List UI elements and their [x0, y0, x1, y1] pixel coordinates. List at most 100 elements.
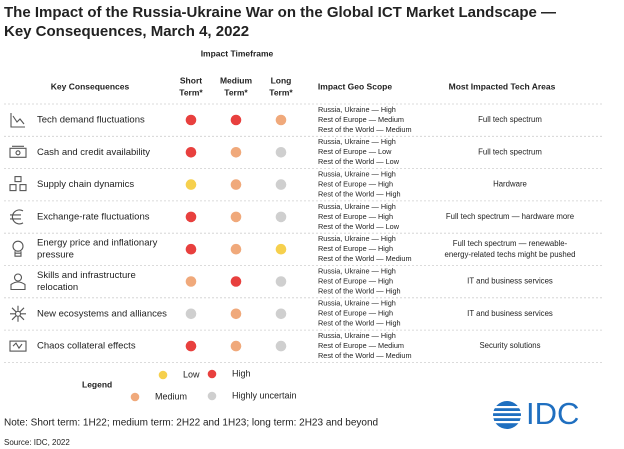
geo-scope: Russia, Ukraine — High: [318, 299, 396, 308]
impact-dot: [275, 276, 287, 287]
geo-scope: Rest of the World — High: [318, 190, 401, 199]
impact-dot: [275, 147, 287, 158]
impact-dot: [185, 114, 197, 126]
row-icon: [10, 273, 26, 291]
impact-dot: [185, 340, 197, 352]
geo-scope: Rest of Europe — High: [318, 244, 393, 253]
column-header: Short: [180, 75, 202, 85]
geo-scope: Rest of the World — Medium: [318, 351, 412, 360]
consequence: Cash and credit availability: [37, 147, 150, 158]
impact-dot: [185, 211, 197, 223]
group-header: Impact Timeframe: [201, 48, 274, 58]
row-icon: [12, 240, 24, 257]
geo-scope: Rest of the World — Medium: [318, 125, 412, 134]
consequence: New ecosystems and alliances: [37, 308, 167, 319]
geo-scope: Russia, Ukraine — High: [318, 105, 396, 114]
consequence: Chaos collateral effects: [37, 341, 136, 352]
tech-area: Full tech spectrum: [478, 147, 542, 156]
impact-dot: [275, 340, 287, 352]
geo-scope: Rest of the World — Low: [318, 157, 400, 166]
geo-scope: Rest of Europe — Medium: [318, 341, 404, 350]
title: The Impact of the Russia-Ukraine War on …: [4, 4, 556, 21]
impact-dot: [230, 340, 242, 352]
consequence: Skills and infrastructure: [37, 270, 136, 281]
impact-dot: [275, 179, 287, 190]
geo-scope: Russia, Ukraine — High: [318, 170, 396, 179]
geo-scope: Rest of Europe — High: [318, 212, 393, 221]
column-header: Term*: [224, 87, 248, 97]
logo-text: IDC: [526, 396, 579, 431]
row-icon: [9, 340, 27, 352]
geo-scope: Russia, Ukraine — High: [318, 202, 396, 211]
tech-area: Full tech spectrum — hardware more: [446, 212, 574, 221]
geo-scope: Rest of the World — High: [318, 286, 401, 295]
row-icon: [10, 209, 24, 225]
geo-scope: Russia, Ukraine — High: [318, 266, 396, 275]
tech-area: energy-related techs might be pushed: [445, 250, 576, 259]
impact-dot: [185, 179, 197, 190]
geo-scope: Rest of the World — Low: [318, 222, 400, 231]
tech-area: IT and business services: [467, 309, 553, 318]
column-header: Long: [271, 75, 292, 85]
geo-scope: Russia, Ukraine — High: [318, 234, 396, 243]
consequence: Tech demand fluctuations: [37, 115, 145, 126]
column-header: Most Impacted Tech Areas: [449, 81, 556, 91]
geo-scope: Rest of Europe — Low: [318, 147, 392, 156]
impact-dot: [230, 243, 242, 255]
legend-label: Medium: [155, 391, 187, 401]
legend-swatch: [207, 391, 217, 401]
legend-label: High: [232, 368, 251, 378]
column-header: Medium: [220, 75, 253, 85]
column-header: Term*: [179, 87, 203, 97]
impact-dot: [230, 211, 242, 223]
tech-area: Hardware: [493, 180, 527, 189]
title: Key Consequences, March 4, 2022: [4, 23, 249, 40]
source: Source: IDC, 2022: [4, 438, 70, 447]
legend-title: Legend: [82, 379, 112, 389]
impact-dot: [185, 147, 197, 158]
impact-dot: [275, 243, 287, 255]
consequence: relocation: [37, 282, 78, 293]
geo-scope: Russia, Ukraine — High: [318, 331, 396, 340]
legend-label: Highly uncertain: [232, 390, 297, 400]
impact-dot: [230, 308, 242, 320]
legend-swatch: [130, 392, 140, 402]
idc-logo: IDC: [490, 396, 579, 431]
tech-area: Full tech spectrum: [478, 115, 542, 124]
impact-dot: [230, 147, 242, 158]
impact-dot: [185, 243, 197, 255]
geo-scope: Rest of the World — Medium: [318, 254, 412, 263]
tech-area: Security solutions: [479, 341, 540, 350]
column-header: Impact Geo Scope: [318, 81, 392, 91]
row-icon: [10, 305, 26, 322]
impact-dot: [185, 308, 197, 320]
consequence: Supply chain dynamics: [37, 179, 134, 190]
legend-swatch: [207, 369, 217, 379]
geo-scope: Rest of Europe — High: [318, 309, 393, 318]
impact-dot: [275, 211, 287, 223]
impact-dot: [275, 308, 287, 320]
geo-scope: Rest of Europe — High: [318, 180, 393, 189]
tech-area: IT and business services: [467, 277, 553, 286]
consequence: Energy price and inflationary: [37, 238, 158, 249]
geo-scope: Rest of Europe — Medium: [318, 115, 404, 124]
impact-dot: [275, 114, 287, 126]
legend-swatch: [158, 370, 168, 380]
column-header: Term*: [269, 87, 293, 97]
impact-dot: [230, 179, 242, 190]
legend-label: Low: [183, 369, 200, 379]
note: Note: Short term: 1H22; medium term: 2H2…: [4, 418, 378, 429]
consequence: Exchange-rate fluctuations: [37, 211, 150, 222]
geo-scope: Russia, Ukraine — High: [318, 137, 396, 146]
row-icon: [9, 176, 27, 192]
row-icon: [10, 113, 25, 128]
impact-dot: [230, 114, 242, 126]
impact-dot: [230, 276, 242, 287]
geo-scope: Rest of Europe — High: [318, 276, 393, 285]
geo-scope: Rest of the World — High: [318, 319, 401, 328]
row-icon: [9, 145, 27, 158]
column-header: Key Consequences: [51, 81, 130, 91]
tech-area: Full tech spectrum — renewable-: [453, 239, 568, 248]
impact-dot: [185, 276, 197, 287]
